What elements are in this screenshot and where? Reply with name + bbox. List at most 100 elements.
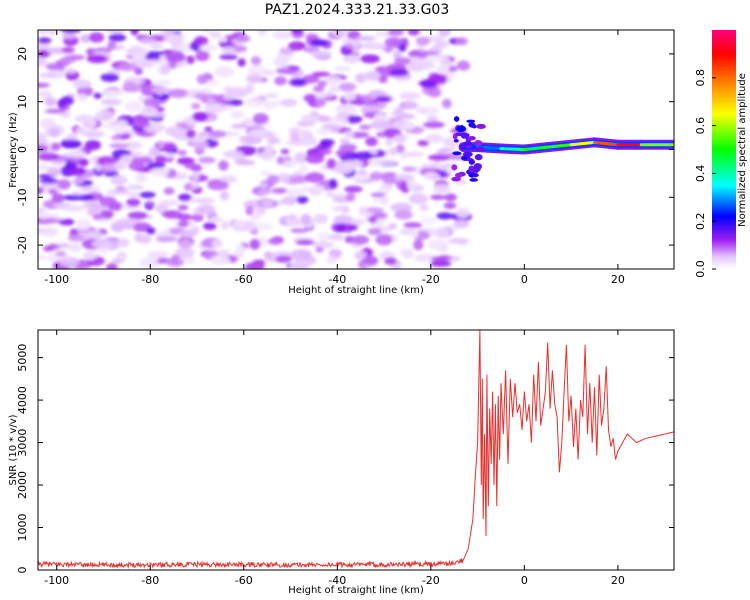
spectrogram-noise-cell bbox=[258, 30, 267, 37]
spectrogram-noise-cell bbox=[358, 206, 368, 216]
spectrogram-noise-cell bbox=[191, 102, 201, 110]
spectrogram-noise-cell bbox=[147, 250, 169, 258]
spectrogram-noise-cell bbox=[367, 227, 382, 236]
spectrogram-noise-cell bbox=[274, 76, 287, 86]
spectrogram-noise-cell bbox=[456, 207, 470, 219]
spectrogram-noise-cell bbox=[203, 222, 217, 230]
spectrogram-noise-cell bbox=[281, 196, 298, 206]
spectrogram-noise-cell bbox=[390, 202, 413, 213]
spectrogram-noise-cell bbox=[403, 121, 416, 131]
spectrogram-noise-cell bbox=[38, 56, 48, 67]
spectrogram-noise-cell bbox=[312, 71, 331, 77]
spectrogram-noise-cell bbox=[421, 163, 443, 169]
spectrogram-noise-cell bbox=[116, 238, 130, 248]
spectrogram-noise-cell bbox=[87, 201, 100, 208]
spectrogram-noise-cell bbox=[303, 94, 318, 103]
spectrogram-noise-cell bbox=[382, 177, 398, 184]
snr-y-tick-label: 4000 bbox=[16, 386, 29, 414]
spectrogram-noise-cell bbox=[333, 30, 344, 38]
spectrogram-noise-cell bbox=[206, 97, 216, 106]
spectrogram-noise-cell bbox=[58, 242, 71, 249]
spectrogram-noise-cell bbox=[38, 90, 53, 99]
spectrogram-noise-cell bbox=[82, 231, 105, 239]
spectrogram-noise-cell bbox=[432, 227, 451, 238]
spectrogram-noise-cell bbox=[317, 231, 330, 241]
spectrogram-noise-cell bbox=[348, 224, 359, 231]
spectrogram-x-tick-label: -60 bbox=[235, 273, 253, 286]
spectrogram-noise-cell bbox=[447, 238, 469, 244]
snr-x-tick-label: -80 bbox=[141, 574, 159, 587]
signal-onset-blob bbox=[466, 119, 476, 123]
spectrogram-noise-cell bbox=[220, 190, 229, 201]
spectrogram-noise-cell bbox=[55, 250, 67, 257]
spectrogram-noise-cell bbox=[394, 57, 411, 65]
spectrogram-noise-cell bbox=[50, 142, 61, 151]
spectrogram-noise-cell bbox=[135, 173, 148, 183]
signal-onset-blob bbox=[452, 151, 462, 156]
spectrogram-noise-cell bbox=[44, 108, 67, 114]
spectrogram-noise-cell bbox=[38, 163, 51, 172]
spectrogram-noise-cell bbox=[149, 168, 170, 176]
spectrogram-noise-cell bbox=[424, 56, 445, 62]
spectrogram-noise-cell bbox=[126, 198, 141, 207]
spectrogram-noise-cell bbox=[369, 171, 384, 181]
spectrogram-noise-cell bbox=[163, 35, 185, 44]
spectrogram-noise-cell bbox=[58, 218, 75, 226]
spectrogram-noise-cell bbox=[279, 98, 298, 107]
spectrogram-x-axis-label: Height of straight line (km) bbox=[288, 285, 424, 296]
spectrogram-noise-cell bbox=[326, 158, 337, 170]
spectrogram-noise-cell bbox=[185, 129, 196, 139]
spectrogram-noise-cell bbox=[372, 212, 388, 219]
spectrogram-noise-cell bbox=[245, 205, 254, 216]
snr-x-tick-label: -60 bbox=[235, 574, 253, 587]
spectrogram-noise-cell bbox=[310, 39, 329, 47]
spectrogram-noise-cell bbox=[402, 166, 417, 172]
spectrogram-noise-cell bbox=[88, 185, 101, 194]
spectrogram-noise-cell bbox=[47, 30, 58, 36]
snr-y-axis-label: SNR (10 * v/v) bbox=[8, 414, 19, 485]
spectrogram-noise-cell bbox=[352, 151, 374, 161]
signal-onset-blob bbox=[468, 159, 475, 165]
spectrogram-noise-cell bbox=[392, 134, 407, 144]
spectrogram-noise-cell bbox=[235, 34, 251, 43]
spectrogram-noise-cell bbox=[359, 124, 372, 131]
spectrogram-y-tick-label: 10 bbox=[16, 95, 29, 109]
spectrogram-noise-cell bbox=[250, 213, 260, 221]
spectrogram-noise-cell bbox=[75, 150, 86, 157]
spectrogram-noise-cell bbox=[116, 251, 127, 262]
spectrogram-noise-cell bbox=[360, 54, 380, 64]
spectrogram-noise-cell bbox=[107, 40, 117, 51]
spectrogram-noise-cell bbox=[176, 157, 195, 165]
spectrogram-noise-cell bbox=[264, 144, 274, 155]
spectrogram-noise-cell bbox=[339, 143, 357, 153]
spectrogram-noise-cell bbox=[195, 50, 210, 62]
spectrogram-noise-cell bbox=[316, 127, 332, 135]
spectrogram-noise-cell bbox=[443, 202, 457, 210]
spectrogram-noise-cell bbox=[183, 183, 193, 192]
spectrogram-noise-cell bbox=[80, 34, 91, 43]
spectrogram-noise-cell bbox=[263, 251, 274, 260]
spectrogram-noise-cell bbox=[425, 106, 439, 115]
spectrogram-x-tick-label: -80 bbox=[141, 273, 159, 286]
spectrogram-noise-cell bbox=[419, 204, 429, 211]
spectrogram-noise-cell bbox=[155, 236, 178, 242]
spectrogram-noise-cell bbox=[263, 102, 276, 110]
spectrogram-noise-cell bbox=[417, 140, 430, 147]
signal-core-segment bbox=[546, 143, 573, 149]
spectrogram-noise-cell bbox=[163, 187, 175, 195]
spectrogram-noise-cell bbox=[339, 138, 351, 144]
spectrogram-noise-cell bbox=[363, 255, 379, 266]
spectrogram-noise-cell bbox=[219, 54, 238, 60]
spectrogram-noise-cell bbox=[143, 97, 162, 108]
spectrogram-noise-cell bbox=[354, 250, 368, 261]
spectrogram-noise-cell bbox=[454, 219, 468, 228]
spectrogram-noise-cell bbox=[383, 46, 393, 53]
spectrogram-noise-cell bbox=[47, 167, 62, 177]
spectrogram-noise-cell bbox=[219, 175, 237, 184]
spectrogram-noise-cell bbox=[80, 186, 92, 192]
spectrogram-noise-cell bbox=[222, 46, 235, 55]
spectrogram-noise-cell bbox=[51, 193, 65, 203]
spectrogram-noise-cell bbox=[302, 46, 320, 53]
spectrogram-noise-cell bbox=[408, 193, 429, 205]
spectrogram-noise-cell bbox=[431, 256, 448, 262]
